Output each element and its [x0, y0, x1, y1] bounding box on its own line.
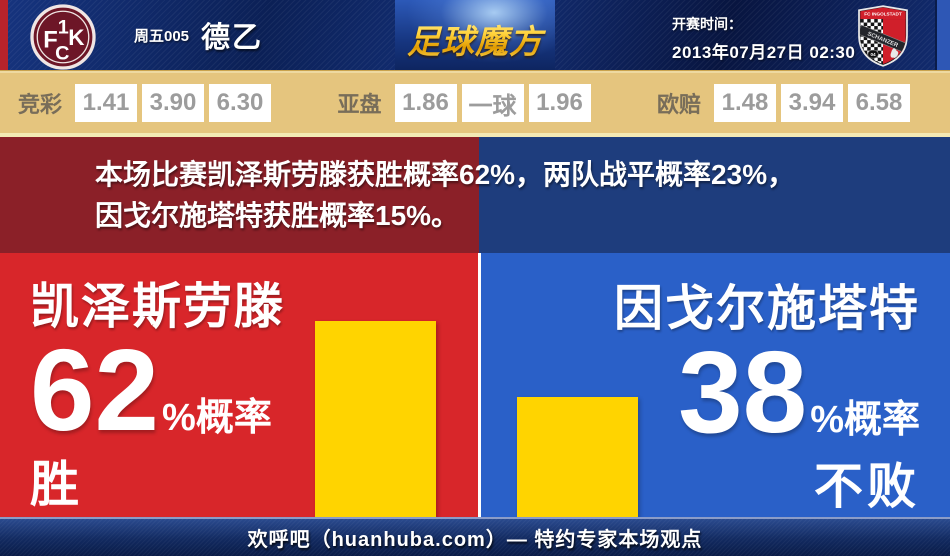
header: F 1 C K 周五005 德乙 足球魔方 开赛时间： 2013年07月27日 … [0, 0, 950, 70]
footer: 欢呼吧（huanhuba.com）— 特约专家本场观点 [0, 517, 950, 556]
panel-divider [478, 253, 481, 517]
footer-text: 欢呼吧（huanhuba.com）— 特约专家本场观点 [247, 529, 703, 551]
odds-value: 1.96 [528, 84, 591, 122]
crest-letter: 1 [58, 17, 69, 39]
odds-value: 一球 [461, 84, 524, 122]
kickoff-label: 开赛时间： [672, 16, 742, 32]
home-percent: 62 [30, 325, 160, 455]
home-panel-text: 凯泽斯劳滕 62 %概率 胜 [30, 267, 285, 516]
gold-separator [0, 70, 950, 73]
probability-panels: 凯泽斯劳滕 62 %概率 胜 因戈尔施塔特 38 %概率 不败 [0, 253, 950, 517]
odds-group-yapan: 亚盘 1.86 一球 1.96 [337, 84, 591, 122]
away-panel-text: 因戈尔施塔特 38 %概率 不败 [614, 269, 920, 518]
home-team-crest-icon: F 1 C K [30, 4, 96, 75]
away-percent: 38 [678, 327, 808, 457]
league-name: 德乙 [201, 22, 264, 54]
home-bar [315, 321, 436, 517]
home-team-name: 凯泽斯劳滕 [30, 280, 286, 334]
summary-text: 本场比赛凯泽斯劳滕获胜概率62%，两队战平概率23%， 因戈尔施塔特获胜概率15… [95, 154, 925, 236]
kickoff-time: 2013年07月27日 02:30 [672, 43, 856, 62]
summary-strip-red [0, 137, 479, 253]
away-team-crest-icon: FC INGOLSTADT SCHANZER 04 [856, 5, 910, 72]
away-percent-suffix: %概率 [810, 399, 920, 441]
crest-lion [890, 48, 899, 58]
odds-value: 1.86 [394, 84, 457, 122]
summary-strips: 本场比赛凯泽斯劳滕获胜概率62%，两队战平概率23%， 因戈尔施塔特获胜概率15… [0, 137, 950, 253]
home-percent-suffix: %概率 [162, 397, 272, 439]
odds-group-oupei: 欧赔 1.48 3.94 6.58 [657, 84, 910, 122]
odds-group-jingcai: 竞彩 1.41 3.90 6.30 [18, 84, 272, 122]
summary-line-2: 因戈尔施塔特获胜概率15%。 [95, 200, 460, 231]
odds-value: 1.41 [75, 84, 138, 122]
away-bar [517, 397, 638, 517]
home-outcome: 胜 [30, 458, 84, 513]
crest-number: 04 [870, 52, 876, 57]
left-red-edge [0, 0, 8, 70]
match-number: 周五005 [134, 27, 190, 45]
odds-value: 3.90 [142, 84, 205, 122]
odds-value: 6.58 [847, 84, 910, 122]
brand-panel: 足球魔方 [395, 0, 555, 70]
crest-letter: K [68, 25, 84, 50]
odds-value: 1.48 [713, 84, 776, 122]
odds-value: 6.30 [209, 84, 272, 122]
crest-letter: C [55, 42, 69, 64]
crest-top-text: FC INGOLSTADT [864, 12, 902, 17]
away-outcome: 不败 [813, 460, 920, 515]
odds-bar: 竞彩 1.41 3.90 6.30 亚盘 1.86 一球 1.96 欧赔 1.4… [0, 73, 950, 133]
odds-label: 竞彩 [18, 92, 63, 117]
odds-label: 欧赔 [656, 92, 701, 117]
match-info: 周五005 德乙 [134, 0, 263, 70]
away-team-name: 因戈尔施塔特 [613, 282, 920, 336]
brand-logo: 足球魔方 [395, 15, 555, 63]
kickoff-info: 开赛时间： 2013年07月27日 02:30 [672, 14, 855, 63]
crest-letter: F [43, 27, 58, 54]
right-blue-edge [935, 0, 950, 70]
summary-line-1: 本场比赛凯泽斯劳滕获胜概率62%，两队战平概率23%， [95, 159, 796, 190]
odds-value: 3.94 [780, 84, 843, 122]
cream-separator [0, 133, 950, 137]
summary-strip-blue [479, 137, 950, 253]
odds-label: 亚盘 [337, 92, 382, 117]
